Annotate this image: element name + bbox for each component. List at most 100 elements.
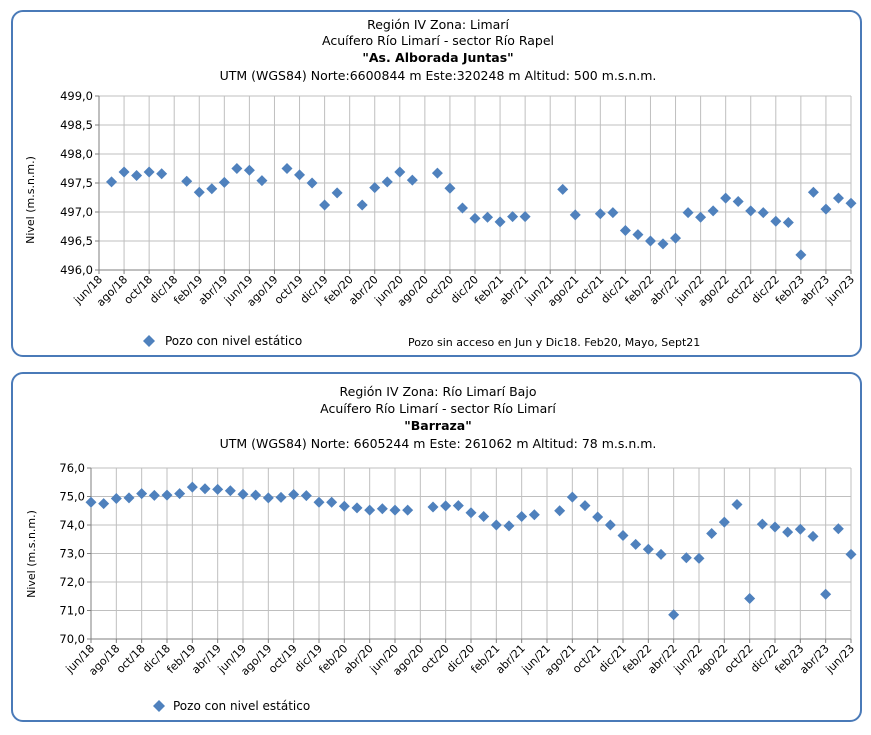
data-point xyxy=(695,211,707,223)
data-point xyxy=(680,552,692,564)
data-point xyxy=(604,519,616,531)
data-point xyxy=(757,207,769,219)
data-point xyxy=(369,182,381,194)
data-point xyxy=(452,500,464,512)
data-point xyxy=(394,166,406,178)
data-point xyxy=(718,516,730,528)
y-tick-label: 497,5 xyxy=(60,176,93,190)
y-tick-label: 76,0 xyxy=(59,461,85,475)
data-point xyxy=(199,483,211,495)
data-point xyxy=(231,163,243,174)
y-tick-label: 75,0 xyxy=(59,490,85,504)
data-point xyxy=(519,211,531,223)
chart-title-line-2: Acuífero Río Limarí - sector Río Rapel xyxy=(322,33,554,48)
data-point xyxy=(745,205,757,217)
data-point xyxy=(770,215,782,227)
y-tick-label: 498,0 xyxy=(60,147,93,161)
y-tick-label: 70,0 xyxy=(59,632,85,646)
data-point xyxy=(427,501,439,513)
data-point xyxy=(782,216,794,228)
data-point xyxy=(706,528,718,540)
data-point xyxy=(845,197,857,209)
data-point xyxy=(288,489,300,501)
legend-marker xyxy=(153,700,165,712)
data-point xyxy=(250,489,262,501)
data-point xyxy=(782,526,794,538)
plot-area: jun/18ago/18oct/18dic/18feb/19abr/19jun/… xyxy=(59,461,857,678)
data-point xyxy=(313,496,325,508)
data-point xyxy=(756,518,768,530)
data-point xyxy=(206,183,218,195)
chart-title-well-name: "As. Alborada Juntas" xyxy=(362,50,513,65)
data-point xyxy=(444,182,456,194)
data-point xyxy=(118,166,130,178)
data-point xyxy=(516,510,528,522)
x-tick-label: oct/21 xyxy=(573,273,607,307)
data-point xyxy=(528,509,540,521)
data-point xyxy=(431,167,443,179)
data-point xyxy=(482,211,494,223)
data-point xyxy=(642,543,654,555)
data-point xyxy=(440,500,452,512)
data-point xyxy=(326,496,338,508)
data-point xyxy=(224,485,236,497)
chart-title-coordinates: UTM (WGS84) Norte: 6605244 m Este: 26106… xyxy=(220,436,657,451)
x-tick-label: oct/19 xyxy=(266,642,300,676)
data-point xyxy=(143,166,155,178)
data-point xyxy=(131,169,143,181)
x-tick-label: oct/19 xyxy=(272,273,306,307)
y-tick-label: 73,0 xyxy=(59,547,85,561)
data-point xyxy=(607,207,619,219)
y-tick-label: 497,0 xyxy=(60,205,93,219)
data-point xyxy=(668,609,680,621)
x-tick-label: oct/20 xyxy=(418,642,452,676)
data-point xyxy=(655,548,667,560)
chart-panel-alborada-juntas: Región IV Zona: Limarí Acuífero Río Lima… xyxy=(11,10,862,357)
data-point xyxy=(670,232,682,244)
data-point xyxy=(294,169,306,181)
data-point xyxy=(820,203,832,215)
y-tick-label: 72,0 xyxy=(59,575,85,589)
data-point xyxy=(794,523,806,535)
data-point xyxy=(769,521,781,533)
data-point xyxy=(319,199,331,211)
chart-title-line-1: Región IV Zona: Río Limarí Bajo xyxy=(340,384,537,399)
data-point xyxy=(617,530,629,542)
data-point xyxy=(148,489,160,501)
x-tick-label: oct/18 xyxy=(121,273,155,307)
data-point xyxy=(682,207,694,219)
data-point xyxy=(507,211,519,223)
data-point xyxy=(807,530,819,542)
data-point xyxy=(619,225,631,237)
data-point xyxy=(181,175,193,187)
data-point xyxy=(744,593,756,605)
data-point xyxy=(237,488,249,500)
y-axis-label: Nivel (m.s.n.m.) xyxy=(24,156,37,244)
data-point xyxy=(707,205,719,217)
data-point xyxy=(490,519,502,531)
data-point xyxy=(469,212,481,224)
data-point xyxy=(98,498,110,510)
data-point xyxy=(731,498,743,510)
legend-marker xyxy=(143,335,155,347)
y-axis-label: Nivel (m.s.n.m.) xyxy=(25,510,38,598)
data-point xyxy=(406,174,418,186)
data-point xyxy=(110,492,122,504)
data-point xyxy=(161,489,173,501)
data-point xyxy=(579,500,591,512)
data-point xyxy=(123,492,135,504)
data-point xyxy=(381,176,393,188)
data-point xyxy=(106,176,118,188)
data-point xyxy=(820,588,832,600)
data-point xyxy=(275,491,287,503)
data-point xyxy=(478,510,490,522)
x-tick-label: oct/21 xyxy=(570,642,604,676)
data-point xyxy=(306,177,318,189)
data-point xyxy=(557,183,569,195)
data-point xyxy=(243,164,255,176)
plot-area: jun/18ago/18oct/18dic/18feb/19abr/19jun/… xyxy=(60,89,857,309)
data-point xyxy=(503,520,515,532)
data-point xyxy=(630,538,642,550)
data-point xyxy=(136,488,148,500)
data-point xyxy=(300,490,312,502)
